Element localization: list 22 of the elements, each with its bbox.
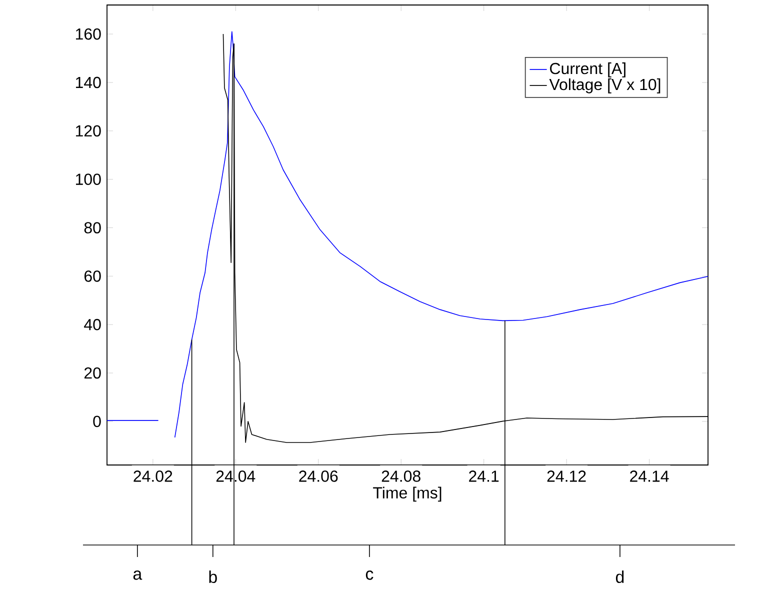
text: b: [209, 570, 217, 584]
x-tick-label: 24.02: [134, 470, 172, 482]
legend-label: Current [A]: [550, 62, 626, 78]
y-tick-label: 160: [76, 28, 101, 40]
x-tick-label: 24.12: [547, 470, 586, 482]
y-tick-label: 100: [76, 174, 101, 185]
y-tick-label: 60: [84, 270, 101, 282]
x-axis-title: Time [ms]: [373, 486, 442, 502]
text: c: [366, 570, 374, 580]
legend-label: Voltage [V x 10]: [549, 78, 660, 94]
y-tick-label: 120: [76, 125, 101, 137]
y-tick-label: 80: [84, 222, 101, 234]
text: a: [133, 570, 142, 580]
x-tick-label: 24.14: [630, 470, 669, 482]
y-tick-label: 140: [76, 76, 101, 88]
x-tick-label: 24.1: [469, 470, 499, 482]
x-tick-label: 24.06: [299, 470, 338, 482]
y-tick-label: 20: [84, 367, 101, 379]
y-tick-label: 40: [84, 318, 101, 330]
x-tick-label: 24.08: [382, 470, 420, 482]
text: d: [616, 570, 624, 584]
y-tick-label: 0: [93, 416, 101, 428]
